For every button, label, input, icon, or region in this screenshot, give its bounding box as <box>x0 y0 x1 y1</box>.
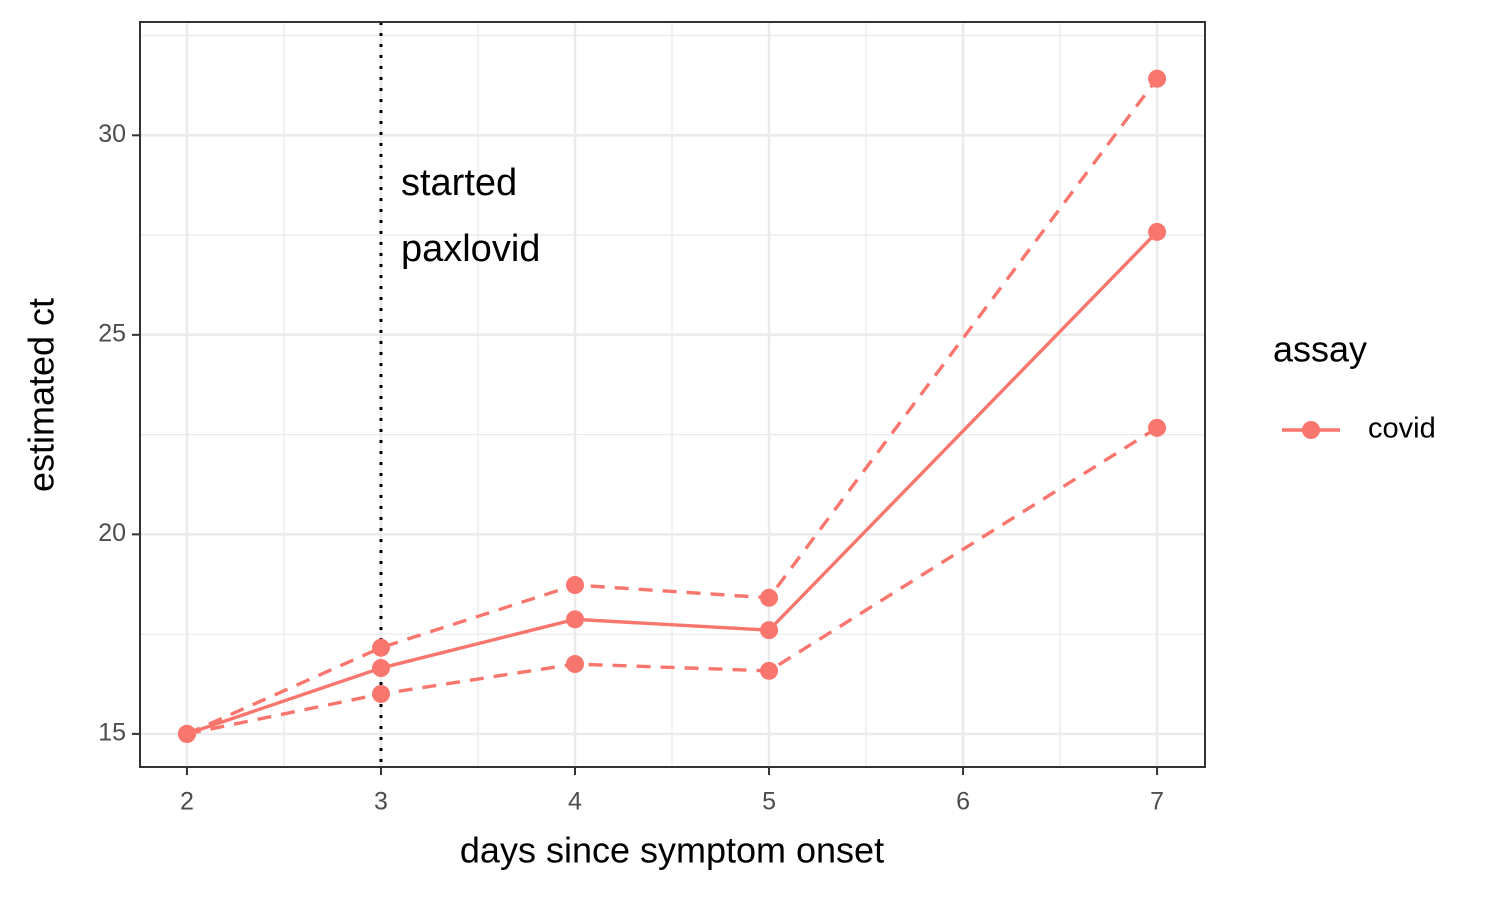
annotation: started <box>401 162 517 204</box>
point <box>177 724 196 743</box>
y-tick-label: 15 <box>98 718 126 746</box>
annotation: paxlovid <box>401 228 540 270</box>
y-axis-title: estimated ct <box>21 298 62 492</box>
point <box>1148 69 1167 88</box>
y-tick-label: 25 <box>98 319 126 347</box>
y-tick-label: 30 <box>98 120 126 148</box>
x-tick-label: 5 <box>762 788 776 816</box>
legend-label: covid <box>1368 413 1436 445</box>
x-tick-label: 3 <box>374 788 388 816</box>
x-tick-label: 4 <box>568 788 582 816</box>
legend-title: assay <box>1273 329 1367 370</box>
point <box>1148 418 1167 437</box>
point <box>1148 222 1167 241</box>
x-tick-label: 2 <box>180 788 194 816</box>
point <box>371 638 390 657</box>
point <box>371 684 390 703</box>
point <box>566 576 585 595</box>
panel-border <box>139 21 1206 768</box>
y-tick-label: 20 <box>98 519 126 547</box>
x-tick-label: 6 <box>956 788 970 816</box>
point <box>371 659 390 678</box>
x-axis-title: days since symptom onset <box>460 830 884 871</box>
point <box>760 661 779 680</box>
legend-key-point <box>1302 421 1320 439</box>
point <box>760 621 779 640</box>
point <box>566 655 585 674</box>
x-tick-label: 7 <box>1150 788 1164 816</box>
point <box>760 588 779 607</box>
point <box>566 610 585 629</box>
